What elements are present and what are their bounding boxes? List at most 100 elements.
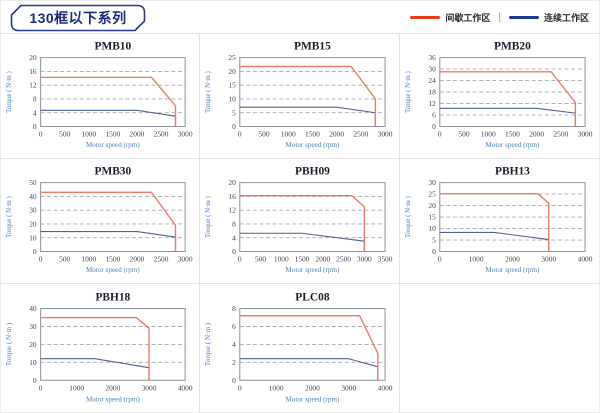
svg-text:Torque ( N·m ): Torque ( N·m ) [204,322,212,366]
svg-text:40: 40 [29,304,37,313]
chart-canvas-pbh18: PBH18 0 10 20 30 40 0 1000 2000 3000 4000 Motor spe… [5,290,193,404]
svg-text:Motor speed (rpm): Motor speed (rpm) [86,266,140,274]
svg-text:6: 6 [432,111,436,120]
svg-text:3000: 3000 [142,383,157,392]
chart-canvas-pbh09: PBH09 0 4 8 12 16 20 0 500 1000 1500 2000 2500 3000 35… [205,166,393,274]
svg-text:Motor speed (rpm): Motor speed (rpm) [86,396,140,404]
svg-text:10: 10 [29,233,37,242]
svg-text:2000: 2000 [105,383,120,392]
svg-text:0: 0 [33,247,37,256]
svg-text:15: 15 [228,81,236,90]
svg-text:PMB15: PMB15 [294,41,331,53]
svg-text:0: 0 [232,247,236,256]
svg-text:PBH18: PBH18 [95,290,130,303]
svg-text:10: 10 [428,224,436,233]
svg-text:5: 5 [232,108,236,117]
svg-text:1000: 1000 [274,254,289,263]
svg-text:Torque ( N·m ): Torque ( N·m ) [6,196,13,238]
svg-text:0: 0 [33,376,37,385]
chart-cell-pbh13: PBH13 0 5 10 15 20 25 30 0 1000 2000 3000 4000 Motor … [400,159,599,284]
svg-text:0: 0 [238,383,242,392]
svg-text:4: 4 [232,340,236,349]
svg-text:3500: 3500 [378,254,393,263]
svg-text:Motor speed (rpm): Motor speed (rpm) [285,266,340,274]
svg-text:Motor speed (rpm): Motor speed (rpm) [285,141,340,149]
svg-text:5: 5 [432,236,436,245]
svg-text:PBH13: PBH13 [495,166,530,178]
svg-text:20: 20 [428,201,436,210]
svg-text:1000: 1000 [69,383,84,392]
svg-text:25: 25 [428,190,436,199]
svg-text:10: 10 [29,358,37,367]
svg-text:2: 2 [232,358,236,367]
svg-text:8: 8 [232,304,236,313]
charts-grid: PMB10 0 4 8 12 16 20 0 500 1000 1500 2000 2500 3000 Mo… [1,34,599,412]
svg-text:3000: 3000 [178,254,193,263]
intermittent-line-swatch [410,15,441,19]
svg-text:1500: 1500 [505,129,520,138]
svg-text:500: 500 [59,129,70,138]
series-title-badge: 130框以下系列 [10,4,146,32]
svg-text:0: 0 [33,122,37,131]
svg-text:2000: 2000 [305,383,320,392]
svg-text:4: 4 [33,108,37,117]
svg-text:6: 6 [232,322,236,331]
svg-text:4000: 4000 [378,383,393,392]
svg-text:3000: 3000 [357,254,372,263]
svg-text:3000: 3000 [578,129,593,138]
svg-text:2500: 2500 [336,254,351,263]
svg-text:PMB30: PMB30 [95,166,132,178]
svg-text:40: 40 [29,192,37,201]
svg-text:0: 0 [438,129,442,138]
svg-text:2500: 2500 [553,129,568,138]
svg-text:3000: 3000 [178,129,193,138]
continuous-line-swatch [508,15,539,19]
svg-text:0: 0 [238,129,242,138]
svg-text:4000: 4000 [178,383,193,392]
chart-cell-pmb15: PMB15 0 5 10 15 20 25 0 500 1000 1500 2000 2500 3000 M… [200,34,400,159]
svg-text:Motor speed (rpm): Motor speed (rpm) [285,396,340,404]
svg-text:16: 16 [29,67,37,76]
svg-text:2000: 2000 [505,254,520,263]
svg-text:0: 0 [238,254,242,263]
legend-label-intermittent: 间歇工作区 [445,12,491,23]
svg-text:2000: 2000 [329,129,344,138]
svg-text:PLC08: PLC08 [295,290,329,303]
svg-text:Torque ( N·m ): Torque ( N·m ) [405,71,412,113]
svg-text:1000: 1000 [281,129,296,138]
legend-item-continuous: 连续工作区 [508,11,589,24]
svg-text:18: 18 [428,88,436,97]
svg-text:2500: 2500 [154,129,169,138]
svg-text:1000: 1000 [269,383,284,392]
svg-text:Motor speed (rpm): Motor speed (rpm) [485,266,540,274]
chart-cell-pmb20: PMB20 0 6 12 18 24 30 36 0 500 1000 1500 2000 2500 300… [400,34,599,159]
svg-text:20: 20 [228,67,236,76]
page-title: 130框以下系列 [29,10,127,26]
svg-text:1500: 1500 [105,129,120,138]
svg-text:12: 12 [228,206,236,215]
svg-text:500: 500 [255,254,266,263]
svg-text:30: 30 [428,65,436,74]
svg-text:0: 0 [232,122,236,131]
chart-cell-pmb10: PMB10 0 4 8 12 16 20 0 500 1000 1500 2000 2500 3000 Mo… [1,34,200,159]
svg-text:3000: 3000 [378,129,393,138]
svg-text:1500: 1500 [305,129,320,138]
svg-text:2000: 2000 [130,254,145,263]
svg-text:500: 500 [59,254,70,263]
svg-text:12: 12 [29,81,37,90]
svg-text:36: 36 [428,53,436,62]
svg-text:10: 10 [228,95,236,104]
svg-text:Torque ( N·m ): Torque ( N·m ) [205,196,212,238]
svg-text:16: 16 [228,192,236,201]
svg-text:8: 8 [33,95,37,104]
svg-text:24: 24 [428,76,436,85]
chart-cell-pbh18: PBH18 0 10 20 30 40 0 1000 2000 3000 4000 Motor spe… [1,284,200,412]
svg-text:1000: 1000 [81,254,96,263]
legend-separator: | [498,11,501,23]
empty-cell [400,284,599,412]
svg-text:4000: 4000 [578,254,593,263]
chart-canvas-pmb10: PMB10 0 4 8 12 16 20 0 500 1000 1500 2000 2500 3000 Mo… [6,41,193,149]
